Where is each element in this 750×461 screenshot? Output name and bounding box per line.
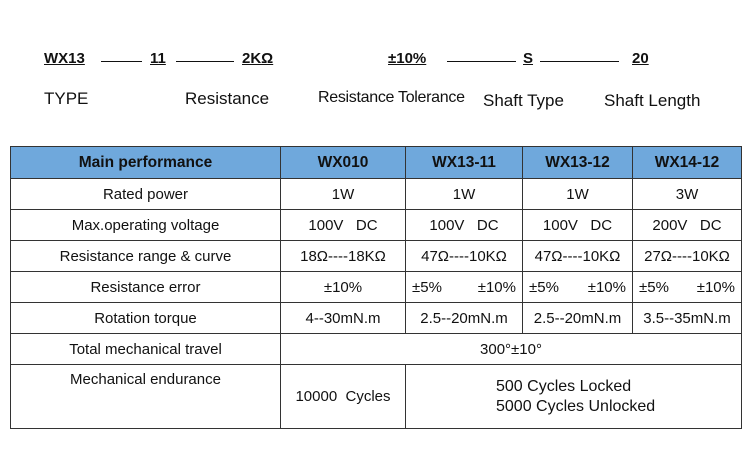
table-row: Rotation torque 4--30mN.m 2.5--20mN.m 2.… bbox=[10, 302, 742, 334]
table-row: Total mechanical travel 300°±10° bbox=[10, 333, 742, 365]
table-cell: 3.5--35mN.m bbox=[632, 302, 742, 334]
row-label: Resistance error bbox=[10, 271, 281, 303]
table-cell: 47Ω----10KΩ bbox=[522, 240, 633, 272]
table-cell: ±5% ±10% bbox=[632, 271, 742, 303]
table-row: Max.operating voltage 100V DC 100V DC 10… bbox=[10, 209, 742, 241]
table-cell: 2.5--20mN.m bbox=[522, 302, 633, 334]
table-cell: 100V DC bbox=[405, 209, 523, 241]
endurance-locked: 500 Cycles Locked bbox=[496, 377, 632, 395]
error-low: ±5% bbox=[529, 278, 559, 296]
table-cell: 1W bbox=[280, 178, 406, 210]
row-label: Rated power bbox=[10, 178, 281, 210]
merged-cell: 300°±10° bbox=[280, 333, 742, 365]
error-high: ±10% bbox=[696, 278, 735, 296]
row-label: Max.operating voltage bbox=[10, 209, 281, 241]
row-label: Resistance range & curve bbox=[10, 240, 281, 272]
table-cell: 27Ω----10KΩ bbox=[632, 240, 742, 272]
code-separator bbox=[176, 61, 234, 62]
table-cell: 1W bbox=[405, 178, 523, 210]
error-high: ±10% bbox=[477, 278, 516, 296]
table-cell: ±5% ±10% bbox=[522, 271, 633, 303]
table-row: Resistance range & curve 18Ω----18KΩ 47Ω… bbox=[10, 240, 742, 272]
table-row: Rated power 1W 1W 1W 3W bbox=[10, 178, 742, 210]
table-cell: 200V DC bbox=[632, 209, 742, 241]
table-cell: 18Ω----18KΩ bbox=[280, 240, 406, 272]
code-separator bbox=[101, 61, 142, 62]
header-main-performance: Main performance bbox=[10, 146, 281, 179]
endurance-unlocked: 5000 Cycles Unlocked bbox=[496, 397, 656, 415]
performance-table: Main performance WX010 WX13-11 WX13-12 W… bbox=[10, 146, 742, 429]
code-type: WX13 bbox=[44, 50, 85, 67]
error-low: ±5% bbox=[412, 278, 442, 296]
table-cell: ±5% ±10% bbox=[405, 271, 523, 303]
table-cell: 47Ω----10KΩ bbox=[405, 240, 523, 272]
code-resistance-value: 2KΩ bbox=[242, 50, 274, 67]
table-row: Resistance error ±10% ±5% ±10% ±5% ±10% ±5… bbox=[10, 271, 742, 303]
error-low: ±5% bbox=[639, 278, 669, 296]
table-cell: 100V DC bbox=[280, 209, 406, 241]
label-resistance: Resistance bbox=[185, 89, 270, 108]
error-high: ±10% bbox=[587, 278, 626, 296]
table-cell: 2.5--20mN.m bbox=[405, 302, 523, 334]
code-separator bbox=[447, 61, 516, 62]
row-label: Mechanical endurance bbox=[10, 364, 281, 429]
label-tolerance: Resistance Tolerance bbox=[318, 89, 465, 106]
header-wx13-12: WX13-12 bbox=[522, 146, 633, 179]
header-wx14-12: WX14-12 bbox=[632, 146, 742, 179]
table-header-row: Main performance WX010 WX13-11 WX13-12 W… bbox=[10, 146, 742, 179]
header-wx13-11: WX13-11 bbox=[405, 146, 523, 179]
code-separator bbox=[540, 61, 619, 62]
merged-cell: 500 Cycles Locked 5000 Cycles Unlocked bbox=[405, 364, 742, 429]
code-tolerance: ±10% bbox=[388, 50, 427, 67]
table-row: Mechanical endurance 10000 Cycles 500 Cy… bbox=[10, 364, 742, 429]
table-cell: 10000 Cycles bbox=[280, 364, 406, 429]
table-cell: 4--30mN.m bbox=[280, 302, 406, 334]
code-shaft-type: S bbox=[523, 50, 534, 67]
table-cell: ±10% bbox=[280, 271, 406, 303]
table-cell: 1W bbox=[522, 178, 633, 210]
table-cell: 3W bbox=[632, 178, 742, 210]
label-shaft-type: Shaft Type bbox=[483, 91, 564, 110]
row-label: Rotation torque bbox=[10, 302, 281, 334]
table-cell: 100V DC bbox=[522, 209, 633, 241]
code-shaft-length: 20 bbox=[632, 50, 649, 67]
code-resistance: 11 bbox=[150, 50, 166, 67]
row-label: Total mechanical travel bbox=[10, 333, 281, 365]
header-wx010: WX010 bbox=[280, 146, 406, 179]
label-type: TYPE bbox=[44, 89, 89, 108]
label-shaft-length: Shaft Length bbox=[604, 91, 701, 110]
